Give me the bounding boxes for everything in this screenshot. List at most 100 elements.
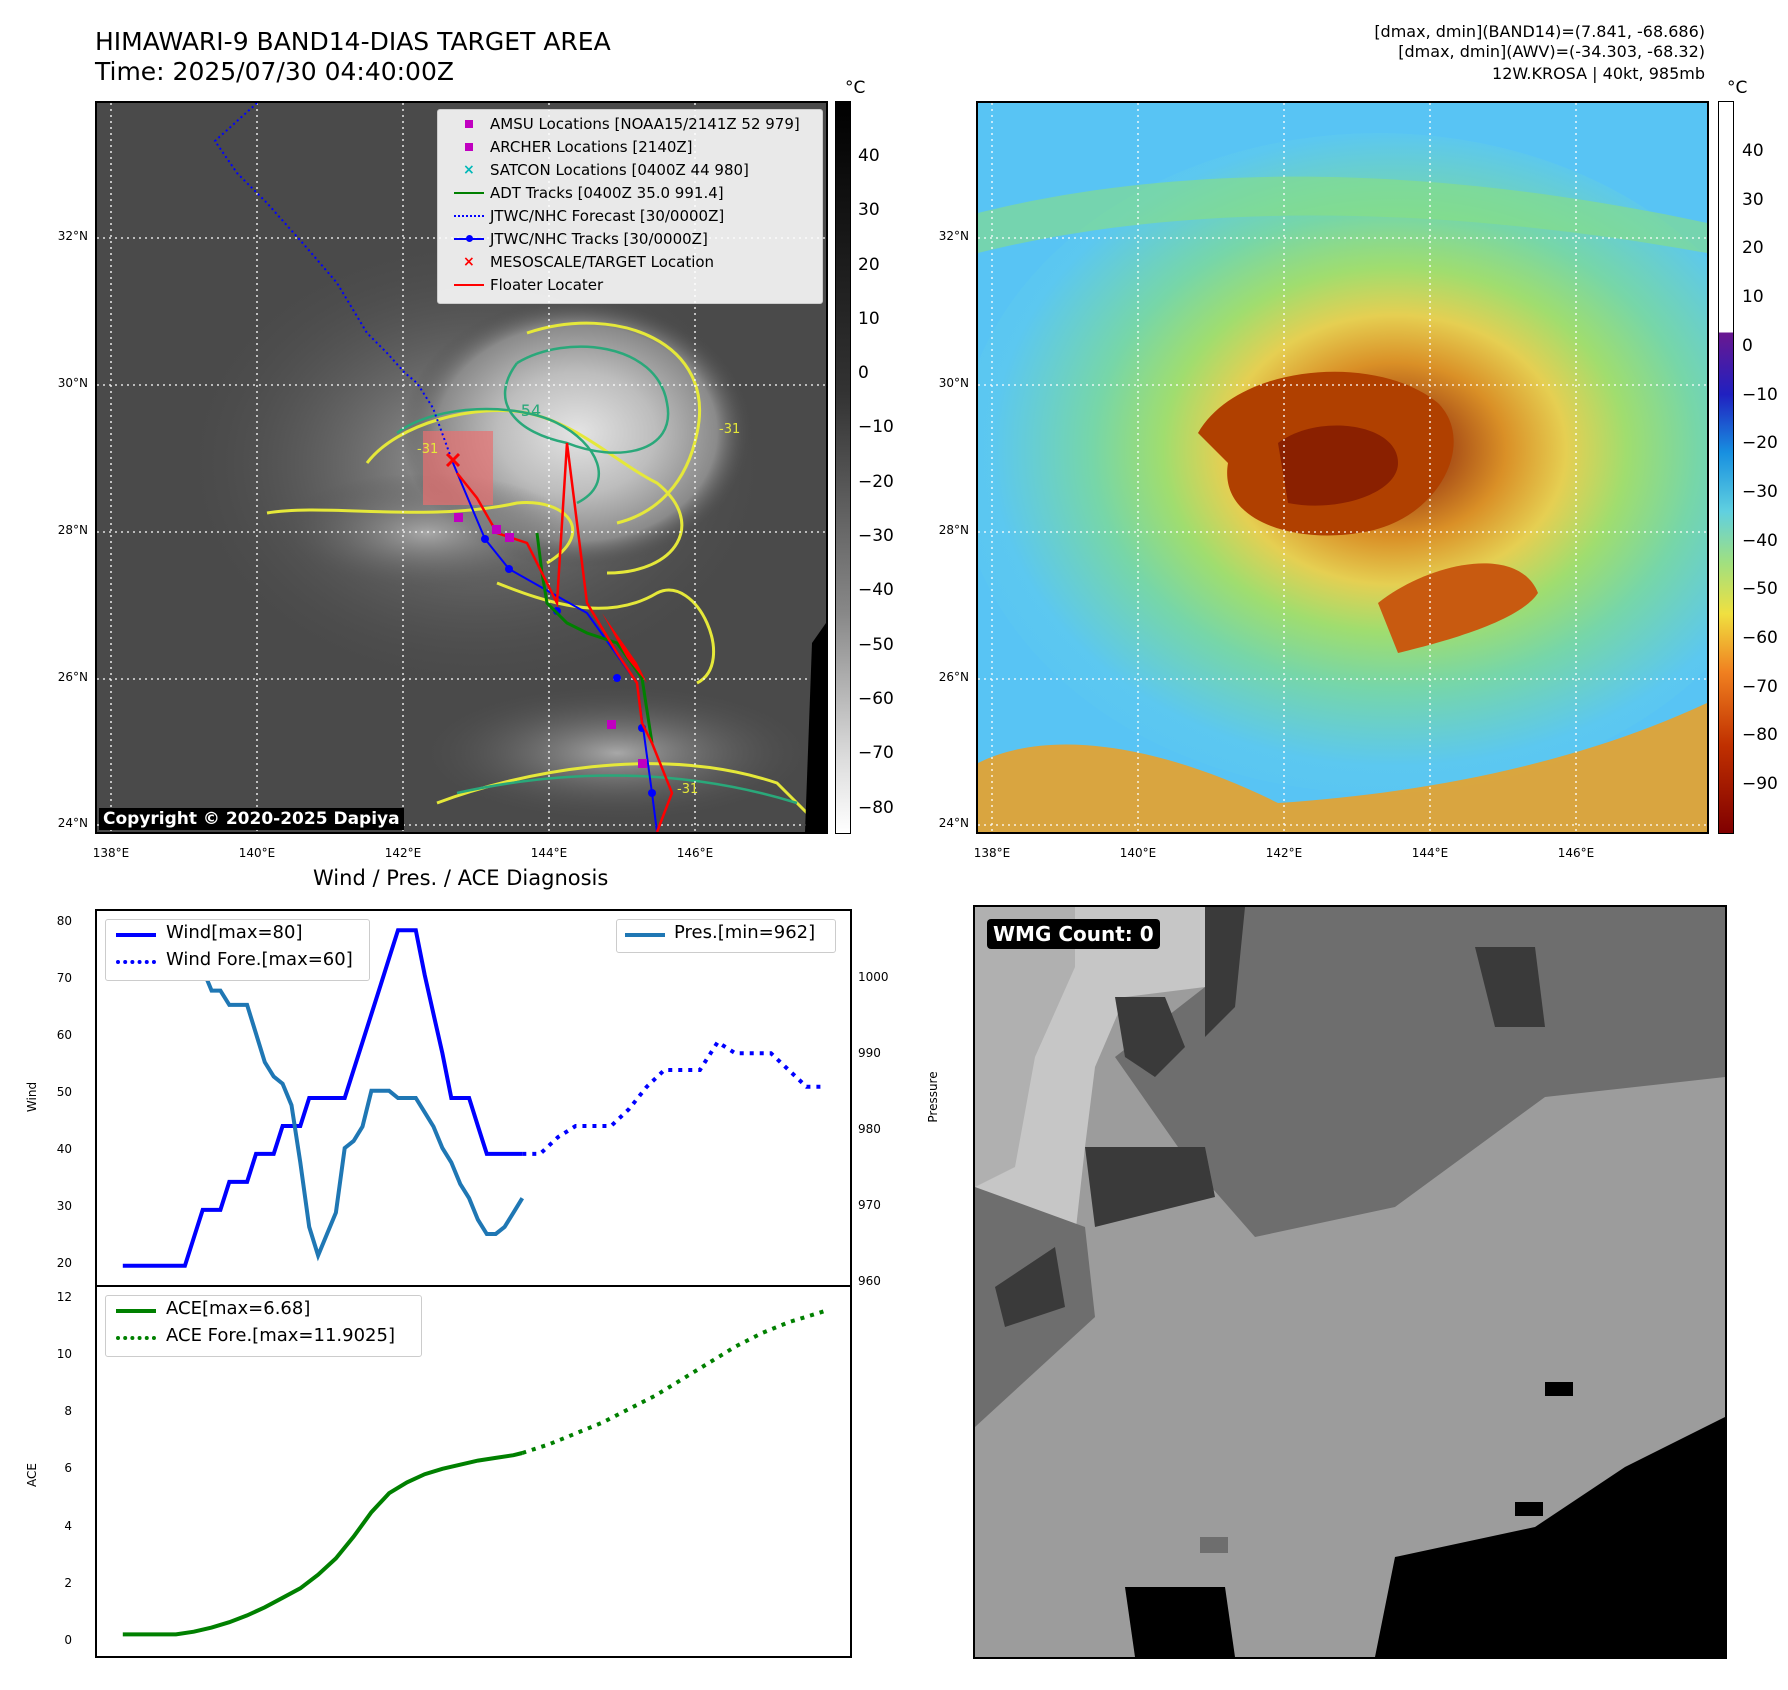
info-line-2: [dmax, dmin](AWV)=(-34.303, -68.32) (1398, 42, 1705, 61)
ace-line (122, 1451, 523, 1637)
colorbar-tick: −60 (858, 689, 894, 709)
contour-yellow-1 (526, 321, 701, 525)
wmg-black-patch (1125, 1587, 1235, 1657)
awv-north-band (978, 176, 1707, 253)
colorbar-tick: −10 (1742, 385, 1778, 405)
map-edge-mask (805, 623, 826, 832)
legend-wind: Wind[max=80] (106, 920, 369, 947)
pressure-ytick: 1000 (858, 970, 889, 984)
lon-label: 142°E (1265, 846, 1303, 860)
lat-label: 24°N (57, 816, 88, 830)
ace-legend: ACE[max=6.68] ACE Fore.[max=11.9025] (105, 1295, 422, 1357)
wmg-dark-patch (995, 1247, 1065, 1327)
dotted-line-icon (116, 1336, 156, 1340)
colorbar-tick: 20 (1742, 238, 1764, 258)
colorbar-tick: −30 (858, 526, 894, 546)
wmg-black-patch (1545, 1382, 1573, 1396)
dotted-line-icon (454, 215, 484, 217)
legend-item-amsu: AMSU Locations [NOAA15/2141Z 52 979] (448, 114, 800, 134)
lat-label: 28°N (57, 523, 88, 537)
lon-label: 138°E (973, 846, 1011, 860)
contour-green-2 (396, 407, 600, 505)
legend-item-forecast: JTWC/NHC Forecast [30/0000Z] (448, 206, 724, 226)
colorbar-tick: 30 (1742, 190, 1764, 210)
awv-map (978, 103, 1707, 832)
lon-label: 146°E (1557, 846, 1595, 860)
awv-map-panel (976, 101, 1709, 834)
ace-ytick: 8 (64, 1404, 72, 1418)
contour-green-1 (503, 345, 670, 454)
wind-forecast-line (522, 1039, 825, 1156)
colorbar-tick: −80 (858, 798, 894, 818)
wmg-gray-patch (1200, 1537, 1228, 1553)
line-icon (454, 192, 484, 194)
line-dot-icon (454, 235, 484, 242)
target-marker (445, 452, 461, 468)
wmg-count-badge: WMG Count: 0 (987, 919, 1160, 949)
lon-label: 144°E (1411, 846, 1449, 860)
contour-label-31: -31 (719, 422, 740, 437)
wmg-dark-patch (1205, 907, 1245, 1037)
line-icon (116, 933, 156, 937)
amsu-markers (454, 513, 647, 768)
info-line-3: 12W.KROSA | 40kt, 985mb (1492, 64, 1705, 83)
lat-label: 24°N (938, 816, 969, 830)
lon-label: 142°E (384, 846, 422, 860)
legend-item-adt: ADT Tracks [0400Z 35.0 991.4] (448, 183, 724, 203)
info-line-1: [dmax, dmin](BAND14)=(7.841, -68.686) (1374, 22, 1705, 41)
wind-legend: Wind[max=80] Wind Fore.[max=60] (105, 919, 370, 981)
colorbar-tick: 10 (1742, 287, 1764, 307)
lat-label: 26°N (57, 670, 88, 684)
ace-ytick: 4 (64, 1519, 72, 1533)
wmg-gray-region (975, 907, 1075, 1187)
awv-colorbar (1718, 101, 1734, 834)
legend-pressure: Pres.[min=962] (617, 920, 835, 947)
wind-ytick: 40 (56, 1142, 72, 1156)
colorbar-tick: −40 (1742, 531, 1778, 551)
lat-label: 26°N (938, 670, 969, 684)
map-legend: AMSU Locations [NOAA15/2141Z 52 979] ARC… (437, 109, 823, 304)
ace-ytick: 10 (56, 1347, 72, 1361)
legend-item-target: × MESOSCALE/TARGET Location (463, 253, 715, 271)
contour-label-54: -54 (515, 401, 541, 420)
awv-gridlines (978, 103, 1707, 832)
adt-track (535, 532, 654, 744)
line-icon (625, 933, 665, 937)
copyright-label: Copyright © 2020-2025 Dapiya (99, 808, 404, 830)
colorbar-tick: −60 (1742, 628, 1778, 648)
floater-cluster (602, 613, 647, 683)
lat-label: 32°N (938, 229, 969, 243)
wind-ylabel: Wind (25, 1081, 39, 1113)
legend-wind-forecast: Wind Fore.[max=60] (106, 947, 369, 974)
ace-chart (122, 1309, 825, 1637)
colorbar-tick: 40 (858, 146, 880, 166)
colorbar-tick: 40 (1742, 141, 1764, 161)
ace-ytick: 2 (64, 1576, 72, 1590)
wind-ytick: 50 (56, 1085, 72, 1099)
colorbar-tick: 0 (1742, 336, 1753, 356)
pressure-legend: Pres.[min=962] (616, 919, 836, 953)
grayscale-colorbar (835, 101, 851, 834)
awv-south-band (978, 703, 1707, 832)
wmg-dark-patch (1115, 997, 1185, 1077)
wind-ytick: 30 (56, 1199, 72, 1213)
chart-title: HIMAWARI-9 BAND14-DIAS TARGET AREA (95, 27, 611, 56)
square-icon (465, 120, 473, 128)
wmg-black-region (1375, 1417, 1725, 1657)
pressure-ytick: 990 (858, 1046, 881, 1060)
colorbar-tick: −70 (858, 743, 894, 763)
line-icon (454, 284, 484, 286)
cloud-band (277, 473, 577, 593)
colorbar-tick: 10 (858, 309, 880, 329)
colorbar-tick: 30 (858, 200, 880, 220)
ace-panel: ACE[max=6.68] ACE Fore.[max=11.9025] (95, 1285, 852, 1658)
lon-label: 146°E (676, 846, 714, 860)
ir-map-panel: -54 -31 -31 -31 AMSU Locations [NOAA15/2… (95, 101, 828, 834)
wind-ytick: 60 (56, 1028, 72, 1042)
ace-ytick: 0 (64, 1633, 72, 1647)
wmg-dark-patch (1475, 947, 1545, 1027)
pressure-line (122, 931, 525, 1262)
wind-ytick: 70 (56, 971, 72, 985)
south-cloud (417, 683, 817, 823)
colorbar-unit: °C (845, 78, 866, 98)
